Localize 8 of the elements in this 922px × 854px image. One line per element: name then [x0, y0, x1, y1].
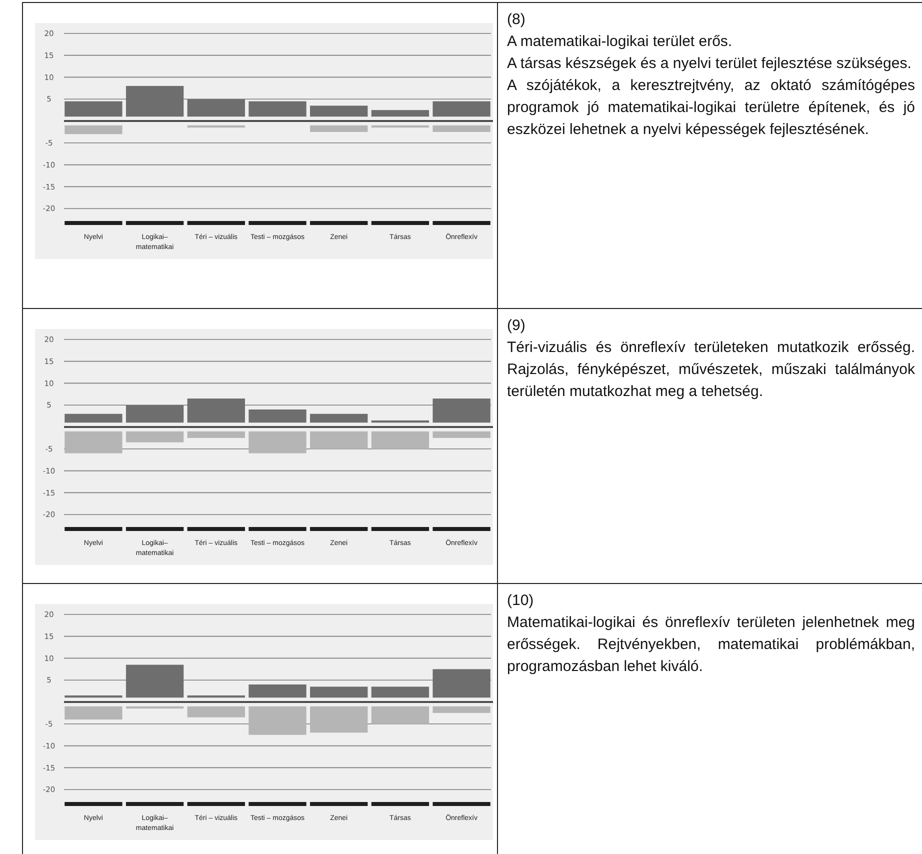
- text: A szójátékok, a keresztrejtvény, az oktató számítógépes programok jó matematikai-logikai területre építenek, és jó eszközei lehetnek a nyelvi képességek fejlesztésének.: [507, 76, 915, 140]
- text: Matematikai-logikai és önreflexív területen jelenhetnek meg erősségek. Rejtvényekben, matematikai problémákban, programozásban lehet kiváló.: [507, 613, 915, 677]
- text: (9): [507, 316, 526, 336]
- text: (10): [507, 591, 535, 611]
- text: A matematikai-logikai terület erős.: [507, 32, 734, 52]
- text: Téri-vizuális és önreflexív területeken mutatkozik erősség. Rajzolás, fényképészet, művészetek, műszaki találmányok területén mutatkozhat meg a tehetség.: [507, 338, 915, 402]
- text: (8): [507, 10, 526, 30]
- text: A társas készségek és a nyelvi terület fejlesztése szükséges.: [507, 54, 912, 74]
